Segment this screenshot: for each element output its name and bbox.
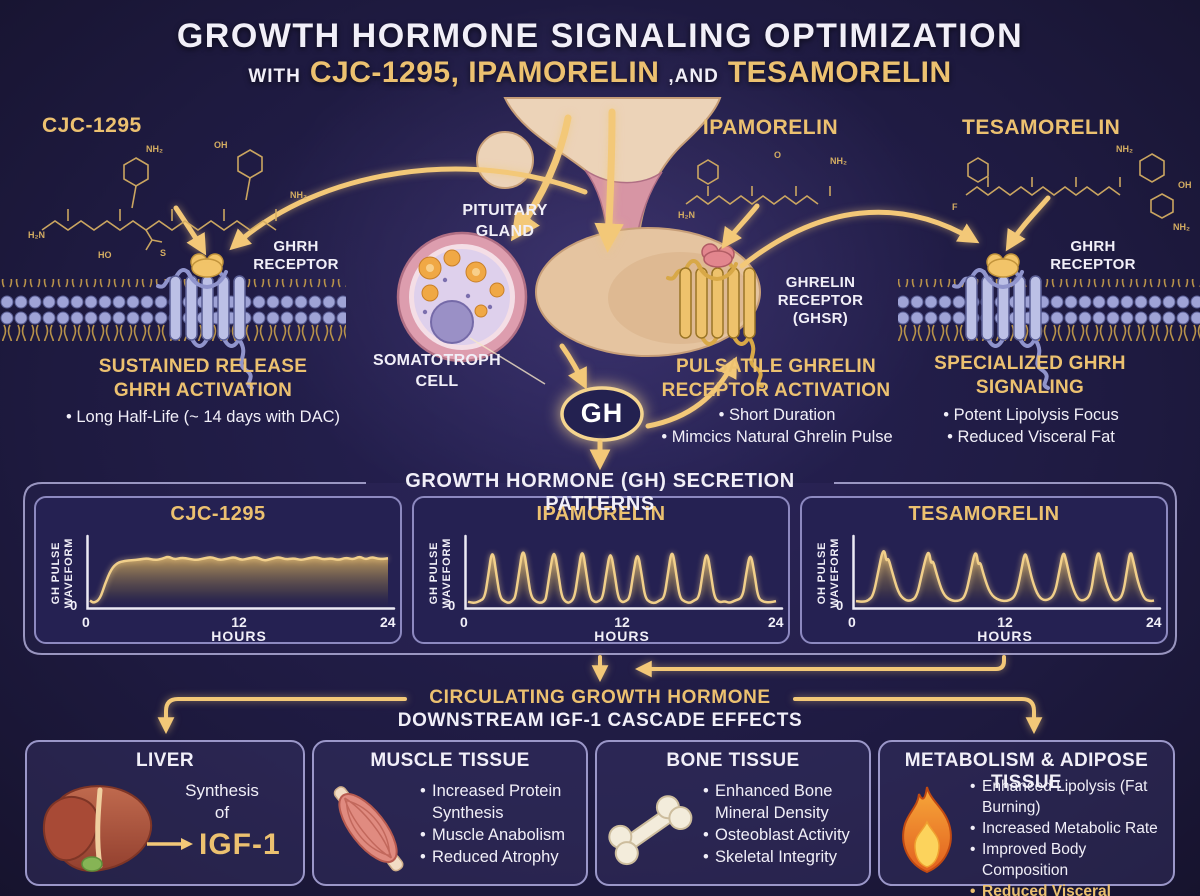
igf1-arrow-icon xyxy=(147,838,193,850)
ghrh-receptor-label-left: GHRH RECEPTOR xyxy=(253,238,339,273)
ipamorelin-chemical-structure: H₂N O NH₂ xyxy=(678,150,847,220)
svg-text:H₂N: H₂N xyxy=(678,210,695,220)
x-axis-label: HOURS xyxy=(977,628,1033,644)
ipamorelin-name-label: IPAMORELIN xyxy=(702,116,839,139)
muscle-icon xyxy=(333,786,404,872)
svg-text:OH: OH xyxy=(214,140,228,150)
chart-card-tesamorelin: TESAMORELIN OH PULSE WAVEFORM 0 0 12 24 … xyxy=(800,496,1168,644)
ipamorelin-heading: PULSATILE GHRELIN RECEPTOR ACTIVATION xyxy=(661,356,891,401)
y-axis-zero-label: 0 xyxy=(836,598,844,613)
liver-card: LIVER Synthesis of IGF-1 xyxy=(25,740,305,886)
chart-card-ipamorelin: IPAMORELIN GH PULSE WAVEFORM 0 0 12 24 H… xyxy=(412,496,790,644)
tesamorelin-chemical-structure: F NH₂ OH NH₂ xyxy=(952,144,1192,232)
chart-card-cjc: CJC-1295 GH PULSE WAVEFORM 0 0 12 24 HOU… xyxy=(34,496,402,644)
tesamorelin-bullets: Potent Lipolysis Focus Reduced Visceral … xyxy=(900,404,1162,448)
svg-text:F: F xyxy=(952,202,958,212)
svg-text:NH₂: NH₂ xyxy=(1116,144,1133,154)
bone-icon xyxy=(608,795,693,866)
svg-text:O: O xyxy=(774,150,781,160)
svg-text:H₂N: H₂N xyxy=(28,230,45,240)
metabolism-bullets: Enhanced Lipolysis (Fat Burning) Increas… xyxy=(968,776,1170,896)
waveform-plot xyxy=(86,534,396,610)
waveform-plot xyxy=(464,534,784,610)
cell-membrane-right xyxy=(898,279,1200,341)
pituitary-gland-label: PITUITARY GLAND xyxy=(462,202,548,240)
svg-text:HO: HO xyxy=(98,250,112,260)
tesamorelin-heading: SPECIALIZED GHRH SIGNALING xyxy=(934,353,1126,398)
svg-text:NH₂: NH₂ xyxy=(290,190,307,200)
chart-title: CJC-1295 xyxy=(170,503,266,525)
bone-bullets: Enhanced Bone Mineral Density Osteoblast… xyxy=(701,780,869,868)
x-axis-label: HOURS xyxy=(594,628,650,644)
waveform-plot xyxy=(852,534,1162,610)
liver-card-title: LIVER xyxy=(136,750,194,771)
subtitle-with: WITH xyxy=(248,66,301,87)
gh-label: GH xyxy=(580,398,624,428)
chart-title: TESAMORELIN xyxy=(908,503,1060,525)
metabolism-card: METABOLISM & ADIPOSE TISSUE Enhanced Lip… xyxy=(878,740,1175,896)
page-subtitle: WITH CJC-1295, IPAMORELIN ,AND TESAMOREL… xyxy=(0,56,1200,90)
cjc-bullets: Long Half-Life (~ 14 days with DAC) xyxy=(30,406,376,428)
subtitle-drugs-a: CJC-1295, IPAMORELIN xyxy=(309,56,660,89)
svg-text:NH₂: NH₂ xyxy=(146,144,163,154)
cell-membrane-left xyxy=(0,279,346,341)
cjc-heading: SUSTAINED RELEASE GHRH ACTIVATION xyxy=(98,356,308,401)
patterns-section-title: GROWTH HORMONE (GH) SECRETION PATTERNS xyxy=(405,470,795,515)
subtitle-drug-b: TESAMORELIN xyxy=(727,56,952,89)
cjc-name-label: CJC-1295 xyxy=(42,114,142,137)
ghrh-receptor-label-right: GHRH RECEPTOR xyxy=(1050,238,1136,273)
ipamorelin-bullets: Short Duration Mimcics Natural Ghrelin P… xyxy=(632,404,922,448)
circulating-gh-label: CIRCULATING GROWTH HORMONE xyxy=(429,687,771,708)
y-axis-zero-label: 0 xyxy=(70,598,78,613)
liver-icon xyxy=(43,785,153,872)
muscle-card-title: MUSCLE TISSUE xyxy=(370,750,530,771)
downstream-igf1-label: DOWNSTREAM IGF-1 CASCADE EFFECTS xyxy=(397,710,803,731)
somatotroph-cell-label: SOMATOTROPH CELL xyxy=(372,352,502,390)
page-title: GROWTH HORMONE SIGNALING OPTIMIZATION xyxy=(176,17,1024,55)
x-axis-label: HOURS xyxy=(211,628,267,644)
cell-membrane-middle xyxy=(616,279,688,341)
bone-card-title: BONE TISSUE xyxy=(666,750,800,771)
svg-text:S: S xyxy=(160,248,166,258)
muscle-bullets: Increased Protein Synthesis Muscle Anabo… xyxy=(418,780,586,868)
svg-text:NH₂: NH₂ xyxy=(830,156,847,166)
muscle-card: MUSCLE TISSUE Increased Protein Synthesi… xyxy=(312,740,588,886)
tesamorelin-name-label: TESAMORELIN xyxy=(962,116,1121,139)
y-axis-zero-label: 0 xyxy=(448,598,456,613)
svg-text:OH: OH xyxy=(1178,180,1192,190)
igf1-label: IGF-1 xyxy=(199,828,281,861)
subtitle-and: ,AND xyxy=(668,66,719,87)
ghrelin-receptor-label: GHRELIN RECEPTOR (GHSR) xyxy=(777,274,864,327)
synthesis-label: Synthesis of xyxy=(185,781,259,822)
bone-card: BONE TISSUE Enhanced Bone Mineral Densit… xyxy=(595,740,871,886)
svg-text:NH₂: NH₂ xyxy=(1173,222,1190,232)
flame-icon xyxy=(902,786,952,874)
